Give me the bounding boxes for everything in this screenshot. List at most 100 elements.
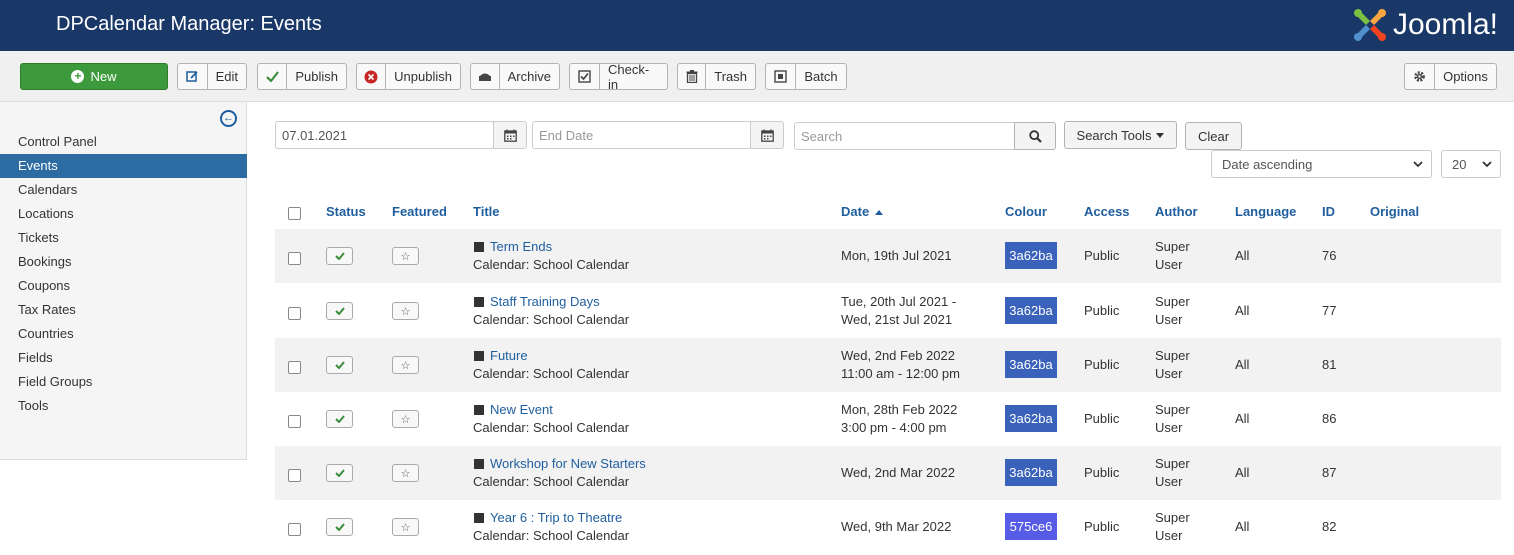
access-value: Public — [1084, 465, 1120, 480]
batch-button[interactable]: Batch — [765, 63, 847, 90]
sidebar-item-field-groups[interactable]: Field Groups — [18, 374, 93, 389]
featured-toggle-button[interactable]: ☆ — [392, 410, 419, 428]
publish-toggle-button[interactable] — [326, 302, 353, 320]
table-row — [275, 338, 1501, 392]
featured-toggle-button[interactable]: ☆ — [392, 464, 419, 482]
event-calendar-label: Calendar: School Calendar — [473, 528, 630, 543]
sidebar-item-events[interactable]: Events — [0, 154, 247, 178]
access-value: Public — [1084, 519, 1120, 534]
event-calendar-label: Calendar: School Calendar — [473, 366, 630, 381]
header-id[interactable]: ID — [1322, 204, 1335, 219]
times-circle-icon — [357, 64, 387, 89]
sidebar-item-control-panel[interactable]: Control Panel — [18, 134, 97, 149]
featured-toggle-button[interactable]: ☆ — [392, 518, 419, 536]
checkin-button[interactable]: Check-in — [569, 62, 668, 92]
sidebar-item-tools[interactable]: Tools — [18, 398, 49, 413]
row-checkbox[interactable] — [288, 523, 301, 536]
event-title-link[interactable]: New Event — [490, 402, 553, 417]
access-value: Public — [1084, 248, 1120, 263]
header-featured[interactable]: Featured — [392, 204, 447, 219]
start-date-calendar-button[interactable] — [493, 121, 527, 149]
event-title-link[interactable]: Future — [490, 348, 528, 363]
header-colour[interactable]: Colour — [1005, 204, 1047, 219]
header-date[interactable]: Date — [841, 204, 883, 219]
event-title-link[interactable]: Staff Training Days — [490, 294, 600, 309]
star-icon: ☆ — [400, 413, 411, 426]
id-value: 76 — [1322, 248, 1337, 263]
event-title-link[interactable]: Workshop for New Starters — [490, 456, 646, 471]
featured-toggle-button[interactable]: ☆ — [392, 302, 419, 320]
star-icon: ☆ — [400, 305, 411, 318]
sort-up-icon — [874, 210, 883, 216]
check-icon — [334, 252, 345, 260]
publish-toggle-button[interactable] — [326, 410, 353, 428]
search-button[interactable] — [1014, 122, 1056, 150]
featured-toggle-button[interactable]: ☆ — [392, 247, 419, 265]
language-value: All — [1235, 357, 1250, 372]
id-value: 87 — [1322, 465, 1337, 480]
row-checkbox[interactable] — [288, 252, 301, 265]
sidebar-item-calendars[interactable]: Calendars — [18, 182, 78, 197]
header-access[interactable]: Access — [1084, 204, 1130, 219]
search-icon — [1028, 129, 1042, 143]
header-language[interactable]: Language — [1235, 204, 1297, 219]
limit-select[interactable]: 20 — [1441, 150, 1501, 178]
sidebar-item-countries[interactable]: Countries — [18, 326, 74, 341]
collapse-sidebar-icon[interactable]: ← — [220, 110, 237, 127]
publish-button[interactable]: Publish — [257, 63, 347, 90]
header-author[interactable]: Author — [1155, 204, 1198, 219]
unpublish-button[interactable]: Unpublish — [356, 63, 461, 90]
gear-icon — [1405, 64, 1435, 89]
end-date-input[interactable] — [532, 121, 751, 149]
sidebar-item-coupons[interactable]: Coupons — [18, 278, 71, 293]
sidebar-item-locations[interactable]: Locations — [18, 206, 74, 221]
toolbar: + New Edit Publish Unpublish Archive Che… — [0, 51, 1514, 102]
start-date-input[interactable] — [275, 121, 494, 149]
search-tools-button[interactable]: Search Tools — [1064, 121, 1177, 149]
edit-button[interactable]: Edit — [177, 63, 247, 90]
event-date: Mon, 28th Feb 2022 3:00 pm - 4:00 pm — [841, 402, 958, 435]
publish-toggle-button[interactable] — [326, 464, 353, 482]
calendar-colour-square-icon — [474, 297, 484, 307]
row-checkbox[interactable] — [288, 469, 301, 482]
row-checkbox[interactable] — [288, 307, 301, 320]
event-title-link[interactable]: Year 6 : Trip to Theatre — [490, 510, 623, 525]
select-all-checkbox[interactable] — [288, 207, 301, 220]
new-button[interactable]: + New — [20, 63, 168, 90]
sidebar-item-fields[interactable]: Fields — [18, 350, 53, 365]
check-icon — [334, 307, 345, 315]
sidebar-item-tax-rates[interactable]: Tax Rates — [18, 302, 76, 317]
edit-icon — [178, 64, 208, 89]
joomla-logo[interactable]: Joomla! — [1351, 6, 1498, 44]
ordering-select[interactable]: Date ascending — [1211, 150, 1432, 178]
check-icon — [258, 64, 288, 89]
header-status[interactable]: Status — [326, 204, 366, 219]
calendar-colour-square-icon — [474, 513, 484, 523]
event-date: Tue, 20th Jul 2021 - Wed, 21st Jul 2021 — [841, 294, 957, 327]
access-value: Public — [1084, 411, 1120, 426]
archive-button[interactable]: Archive — [470, 63, 560, 90]
publish-toggle-button[interactable] — [326, 518, 353, 536]
row-checkbox[interactable] — [288, 415, 301, 428]
row-checkbox[interactable] — [288, 361, 301, 374]
trash-button[interactable]: Trash — [677, 63, 756, 90]
event-calendar-label: Calendar: School Calendar — [473, 257, 630, 272]
event-calendar-label: Calendar: School Calendar — [473, 420, 630, 435]
joomla-wordmark: Joomla! — [1392, 8, 1498, 41]
header-title[interactable]: Title — [473, 204, 500, 219]
featured-toggle-button[interactable]: ☆ — [392, 356, 419, 374]
publish-toggle-button[interactable] — [326, 247, 353, 265]
star-icon: ☆ — [400, 521, 411, 534]
event-title-link[interactable]: Term Ends — [490, 239, 553, 254]
language-value: All — [1235, 465, 1250, 480]
publish-toggle-button[interactable] — [326, 356, 353, 374]
options-button[interactable]: Options — [1404, 63, 1497, 90]
app-header: DPCalendar Manager: Events Joomla! — [0, 0, 1514, 51]
star-icon: ☆ — [400, 250, 411, 263]
header-original[interactable]: Original — [1370, 204, 1420, 219]
end-date-calendar-button[interactable] — [750, 121, 784, 149]
search-input[interactable] — [794, 122, 1015, 150]
clear-button[interactable]: Clear — [1185, 122, 1242, 150]
sidebar-item-tickets[interactable]: Tickets — [18, 230, 59, 245]
sidebar-item-bookings[interactable]: Bookings — [18, 254, 72, 269]
